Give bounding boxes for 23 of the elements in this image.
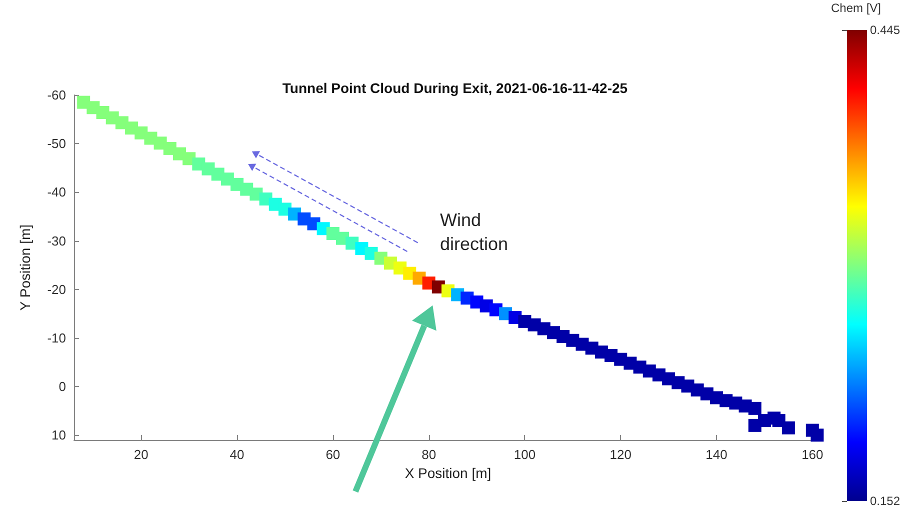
x-tick-label: 60 [326,447,340,462]
y-tick-label: 0 [58,379,66,394]
color-bar-label: 0.152 [870,494,900,508]
y-tick-label: 10 [52,428,66,443]
annotation: Wind direction [440,210,508,254]
chart-title: Tunnel Point Cloud During Exit, 2021-06-16-11-42-25 [282,80,628,96]
color-bar-label: 0.445 [870,23,900,37]
y-tick-label: -40 [47,184,66,200]
y-tick-label: -50 [47,136,66,152]
x-tick-label: 100 [514,447,536,462]
x-tick-label: 40 [230,447,244,462]
x-tick-label: 20 [134,447,148,462]
x-tick-label: 160 [802,447,824,462]
x-tick-label: 80 [422,447,436,462]
y-tick-label: -30 [47,233,66,248]
y-tick-label: -10 [47,330,66,346]
x-tick-label: 120 [610,447,632,462]
x-tick-label: 140 [706,447,728,462]
y-axis-title: Y Position [m] [17,224,33,311]
y-tick-label: -20 [47,282,66,297]
x-axis-title: X Position [m] [404,465,492,481]
color-bar-title: Chem [V] [830,1,881,15]
y-tick-label: -60 [47,88,66,102]
